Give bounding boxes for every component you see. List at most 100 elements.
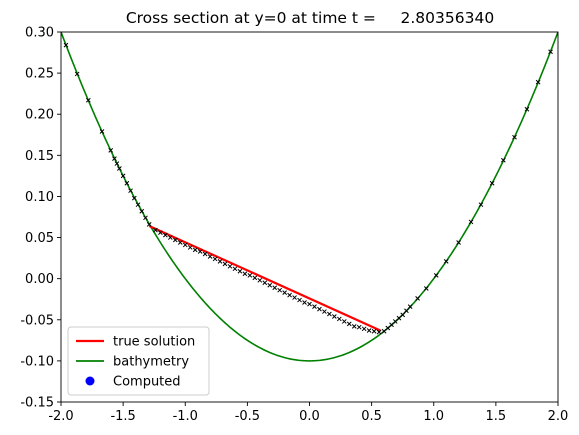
computed-point	[108, 148, 114, 153]
computed-point	[212, 256, 218, 262]
computed-point	[163, 232, 168, 238]
computed-point	[112, 156, 117, 161]
computed-point	[124, 180, 130, 186]
computed-point	[257, 277, 263, 283]
computed-point	[287, 292, 292, 298]
computed-point	[187, 245, 193, 250]
computed-point	[227, 263, 233, 269]
computed-point	[99, 129, 105, 134]
y-tick-label: 0.15	[25, 149, 54, 164]
y-tick-label: 0.30	[25, 26, 54, 41]
computed-point	[356, 324, 362, 330]
computed-point	[404, 308, 409, 314]
computed-point	[392, 319, 398, 324]
computed-point	[361, 326, 367, 332]
computed-point	[302, 300, 307, 305]
computed-point	[478, 202, 484, 208]
computed-point	[423, 286, 429, 291]
x-tick-label: 0.0	[299, 409, 320, 424]
y-tick-label: -0.10	[20, 354, 54, 369]
y-tick-label: 0.20	[25, 108, 54, 123]
y-axis: -0.15 -0.10 -0.05 0.00 0.05 0.10 0.15 0.20 0.25 0…	[20, 26, 61, 411]
x-tick-label: -0.5	[235, 409, 260, 424]
computed-point	[242, 271, 248, 277]
computed-point	[135, 202, 141, 208]
legend-computed-label: Computed	[113, 375, 181, 390]
computed-point	[232, 266, 238, 272]
computed-point	[182, 242, 188, 248]
computed-point	[282, 290, 288, 295]
computed-point	[389, 322, 394, 328]
computed-point	[346, 321, 352, 327]
computed-point	[351, 324, 357, 329]
computed-point	[407, 304, 413, 309]
computed-point	[366, 328, 372, 333]
computed-point	[217, 259, 223, 264]
computed-point	[312, 304, 317, 309]
computed-point	[222, 261, 228, 267]
computed-point	[415, 296, 420, 301]
computed-point	[307, 301, 312, 307]
computed-point	[322, 309, 327, 314]
computed-point	[167, 235, 173, 240]
computed-point	[277, 287, 283, 293]
computed-point	[202, 251, 208, 257]
x-tick-label: 1.0	[423, 409, 444, 424]
y-tick-label: 0.00	[25, 272, 54, 287]
computed-point	[272, 285, 278, 291]
computed-point	[114, 161, 120, 166]
computed-point	[262, 280, 268, 286]
computed-point	[400, 312, 406, 318]
computed-point	[468, 219, 474, 225]
computed-point	[197, 249, 203, 254]
legend-computed-swatch	[85, 376, 95, 386]
bathymetry-line	[61, 32, 558, 362]
computed-point	[117, 166, 122, 171]
computed-point	[381, 328, 387, 334]
y-tick-label: 0.10	[25, 190, 54, 205]
computed-point	[158, 230, 163, 235]
x-tick-label: -1.0	[173, 409, 198, 424]
computed-point	[512, 134, 517, 140]
computed-point	[252, 275, 258, 281]
computed-point	[433, 273, 439, 278]
computed-point	[131, 195, 137, 201]
computed-point	[396, 315, 402, 321]
x-axis: -2.0 -1.5 -1.0 -0.5 0.0 0.5 1.0 1.5 2.0	[48, 402, 568, 424]
computed-point	[443, 259, 449, 264]
x-tick-label: 2.0	[548, 409, 569, 424]
computed-point	[327, 311, 332, 317]
computed-markers	[63, 42, 553, 335]
chart-title: Cross section at y=0 at time t = 2.80356…	[126, 9, 494, 27]
computed-point	[500, 157, 506, 163]
computed-point	[548, 49, 553, 55]
legend: true solution bathymetry Computed	[67, 326, 210, 396]
computed-point	[192, 247, 198, 253]
computed-point	[267, 282, 273, 288]
computed-point	[292, 295, 297, 300]
legend-frame	[67, 326, 210, 396]
computed-point	[143, 215, 148, 221]
plot-layer	[61, 32, 558, 362]
computed-point	[74, 71, 80, 77]
computed-point	[146, 222, 152, 227]
x-tick-label: -2.0	[48, 409, 73, 424]
y-tick-label: -0.15	[20, 396, 54, 411]
computed-point	[139, 208, 145, 214]
computed-point	[120, 173, 126, 179]
computed-point	[535, 79, 541, 85]
computed-point	[385, 325, 391, 331]
computed-point	[376, 329, 382, 335]
x-tick-label: -1.5	[110, 409, 135, 424]
computed-point	[341, 319, 347, 324]
computed-point	[331, 314, 337, 319]
computed-point	[371, 328, 377, 334]
computed-point	[85, 97, 91, 103]
x-tick-label: 0.5	[361, 409, 382, 424]
y-tick-label: 0.25	[25, 67, 54, 82]
computed-point	[177, 240, 183, 245]
computed-point	[317, 306, 322, 312]
computed-point	[63, 42, 69, 48]
computed-point	[456, 240, 461, 245]
